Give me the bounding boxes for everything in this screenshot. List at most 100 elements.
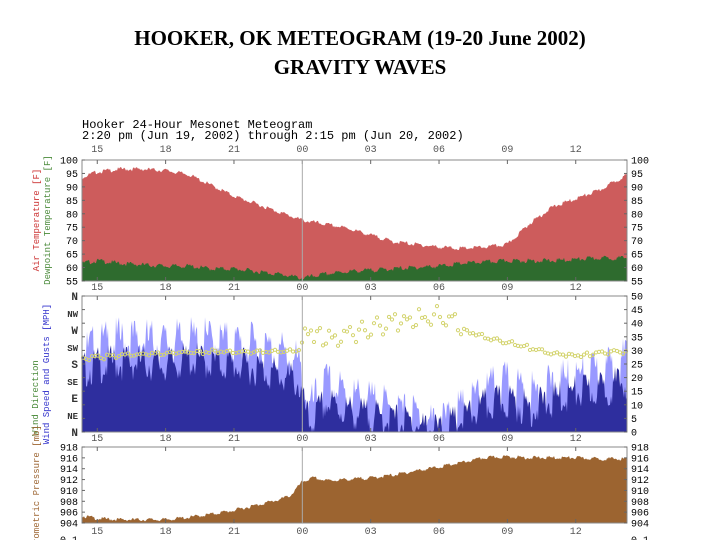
- wind-direction-point: [197, 348, 203, 354]
- wind-direction-point: [605, 352, 611, 357]
- wind-dir-tick-SE: SE: [67, 378, 78, 388]
- rain-time-label-03: 03: [365, 527, 377, 538]
- wind-time-label-09: 09: [501, 283, 513, 294]
- wind-direction-point: [455, 328, 461, 333]
- temp-time-label-09: 09: [501, 145, 513, 156]
- pres-left-tick-908: 908: [60, 498, 78, 509]
- temp-left-tick-80: 80: [66, 210, 78, 221]
- wind-direction-point: [560, 352, 566, 357]
- wind-direction-point: [623, 349, 629, 354]
- wind-direction-point: [416, 307, 422, 312]
- wind-direction-point: [554, 350, 560, 355]
- temp-left-tick-65: 65: [66, 251, 78, 262]
- temp-left-tick-85: 85: [66, 197, 78, 208]
- pres-left-tick-904: 904: [60, 520, 78, 531]
- wind-direction-point: [296, 348, 302, 353]
- wind-dir-tick-S: S: [71, 360, 78, 372]
- wind-direction-point: [368, 332, 374, 337]
- pres-time-label-06: 06: [433, 434, 445, 445]
- temp-right-tick-65: 65: [631, 251, 643, 262]
- temp-right-tick-60: 60: [631, 264, 643, 275]
- wind-direction-point: [338, 339, 344, 344]
- wind-direction-point: [101, 357, 107, 362]
- wind-direction-point: [524, 342, 530, 347]
- pressure-ylabel-line1: Barometric Pressure [mb]: [32, 425, 42, 540]
- wind-direction-point: [257, 348, 263, 353]
- wind-right-tick-40: 40: [631, 320, 643, 331]
- wind-direction-point: [401, 314, 407, 319]
- wind-direction-point: [383, 326, 389, 331]
- wind-direction-point: [425, 319, 431, 324]
- wind-direction-point: [302, 326, 308, 331]
- meteogram-title: Hooker 24-Hour Mesonet Meteogram: [82, 118, 312, 132]
- wind-direction-point: [620, 351, 626, 356]
- wind-direction-point: [350, 333, 356, 338]
- pres-right-tick-918: 918: [631, 444, 649, 455]
- wind-direction-point: [353, 339, 359, 345]
- wind-direction-point: [311, 339, 317, 345]
- pres-right-tick-916: 916: [631, 454, 649, 465]
- wind-dir-tick-E: E: [71, 394, 78, 406]
- rain-time-label-12: 12: [570, 527, 582, 538]
- wind-dir-tick-NE: NE: [67, 412, 78, 422]
- wind-direction-point: [335, 343, 341, 348]
- wind-direction-point: [212, 348, 218, 353]
- temp-time-label-03: 03: [365, 145, 377, 156]
- wind-direction-point: [404, 317, 410, 322]
- wind-direction-point: [305, 331, 311, 337]
- wind-direction-point: [443, 323, 449, 328]
- pres-right-tick-906: 906: [631, 509, 649, 520]
- pres-left-tick-906: 906: [60, 509, 78, 520]
- wind-direction-point: [590, 352, 596, 357]
- wind-direction-point: [407, 315, 413, 320]
- wind-direction-point: [371, 321, 377, 326]
- temp-ylabel-air: Air Temperature [F]: [32, 169, 42, 272]
- wind-ylabel-speed: Wind Speed and Gusts [MPH]: [42, 304, 52, 444]
- wind-direction-point: [200, 351, 206, 357]
- temp-ylabel-dew: Dewpoint Temperature [F]: [43, 155, 53, 285]
- pres-time-label-00: 00: [296, 434, 308, 445]
- pres-time-label-03: 03: [365, 434, 377, 445]
- wind-direction-point: [347, 324, 353, 330]
- pres-left-tick-916: 916: [60, 454, 78, 465]
- wind-direction-point: [95, 353, 101, 358]
- wind-direction-point: [380, 332, 386, 337]
- rain-time-label-18: 18: [160, 527, 172, 538]
- temp-time-label-21: 21: [228, 145, 240, 156]
- wind-direction-point: [581, 352, 587, 357]
- wind-time-label-21: 21: [228, 283, 240, 294]
- wind-dir-tick-N: N: [71, 292, 78, 304]
- wind-right-tick-30: 30: [631, 347, 643, 358]
- wind-direction-point: [374, 315, 380, 320]
- wind-right-tick-45: 45: [631, 306, 643, 317]
- wind-direction-point: [452, 312, 458, 317]
- wind-direction-point: [227, 348, 233, 353]
- temp-time-label-18: 18: [160, 145, 172, 156]
- wind-direction-point: [584, 350, 590, 355]
- wind-right-tick-25: 25: [631, 361, 643, 372]
- wind-right-tick-10: 10: [631, 401, 643, 412]
- wind-dir-tick-NW: NW: [67, 310, 78, 320]
- wind-direction-point: [332, 333, 338, 338]
- wind-direction-point: [470, 331, 476, 336]
- wind-direction-point: [317, 326, 323, 331]
- temp-right-tick-85: 85: [631, 197, 643, 208]
- wind-direction-point: [434, 304, 440, 309]
- pres-left-tick-912: 912: [60, 476, 78, 487]
- pressure-area: [82, 455, 627, 523]
- temp-left-tick-55: 55: [66, 278, 78, 289]
- wind-direction-point: [356, 327, 362, 332]
- temp-frame: [81, 159, 628, 282]
- rain-time-label-09: 09: [501, 527, 513, 538]
- wind-direction-point: [272, 347, 278, 352]
- wind-direction-point: [320, 343, 326, 348]
- rain-time-label-15: 15: [91, 527, 103, 538]
- wind-speed-area: [82, 342, 627, 432]
- pres-right-tick-914: 914: [631, 465, 649, 476]
- wind-direction-point: [251, 350, 257, 355]
- wind-direction-point: [146, 353, 152, 358]
- wind-direction-point: [287, 347, 293, 352]
- wind-direction-point: [161, 352, 167, 357]
- pres-right-tick-910: 910: [631, 487, 649, 498]
- wind-direction-point: [392, 312, 398, 317]
